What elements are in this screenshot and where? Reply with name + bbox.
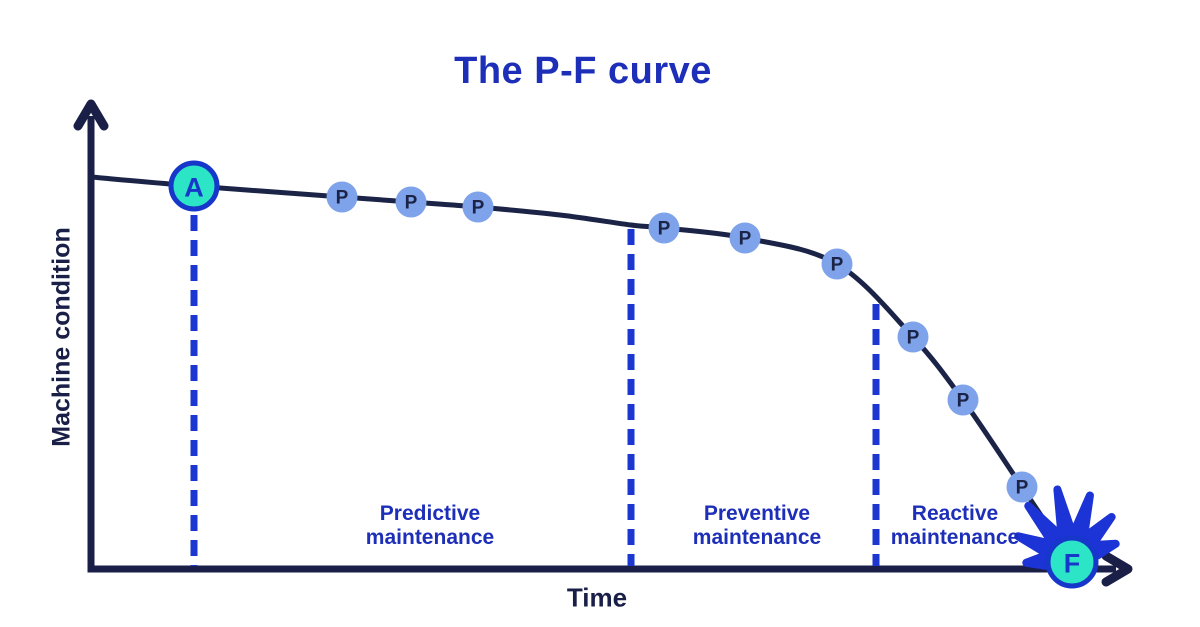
- region-label-predictive: Predictive maintenance: [365, 502, 495, 549]
- p-marker-circle: [462, 191, 494, 223]
- x-axis-arrow-icon: [1101, 551, 1133, 587]
- p-marker-label: P: [472, 198, 485, 219]
- region-label-reactive: Reactive maintenance: [890, 502, 1020, 549]
- p-marker-circle: [897, 321, 929, 353]
- maintenance-dividers: [190, 215, 880, 566]
- p-marker-label: P: [405, 193, 418, 214]
- region-label-preventive: Preventive maintenance: [692, 502, 822, 549]
- axes-lines: [87, 116, 1116, 573]
- p-marker-label: P: [336, 188, 349, 209]
- p-marker-label: P: [831, 255, 844, 276]
- page-title: The P-F curve: [454, 50, 712, 92]
- point-f-circle: [1045, 535, 1099, 589]
- p-marker-circle: [729, 222, 761, 254]
- p-marker-circle: [326, 181, 358, 213]
- y-axis-label: Machine condition: [47, 227, 76, 447]
- endpoint-markers: AF: [168, 160, 1099, 589]
- p-marker-label: P: [957, 391, 970, 412]
- p-marker-label: P: [739, 229, 752, 250]
- p-marker-circle: [1006, 471, 1038, 503]
- p-marker-label: P: [658, 219, 671, 240]
- p-marker-circle: [395, 186, 427, 218]
- p-marker-circle: [648, 212, 680, 244]
- p-marker-label: P: [1016, 478, 1029, 499]
- p-marker-circle: [947, 384, 979, 416]
- x-axis-label: Time: [566, 582, 628, 613]
- p-marker-label: P: [907, 328, 920, 349]
- p-markers: P P P P P P P P P: [326, 181, 1038, 503]
- point-a-circle: [168, 160, 220, 212]
- p-marker-circle: [821, 248, 853, 280]
- y-axis-arrow-icon: [73, 99, 109, 131]
- point-f-label: F: [1064, 549, 1081, 579]
- point-a-label: A: [184, 173, 204, 203]
